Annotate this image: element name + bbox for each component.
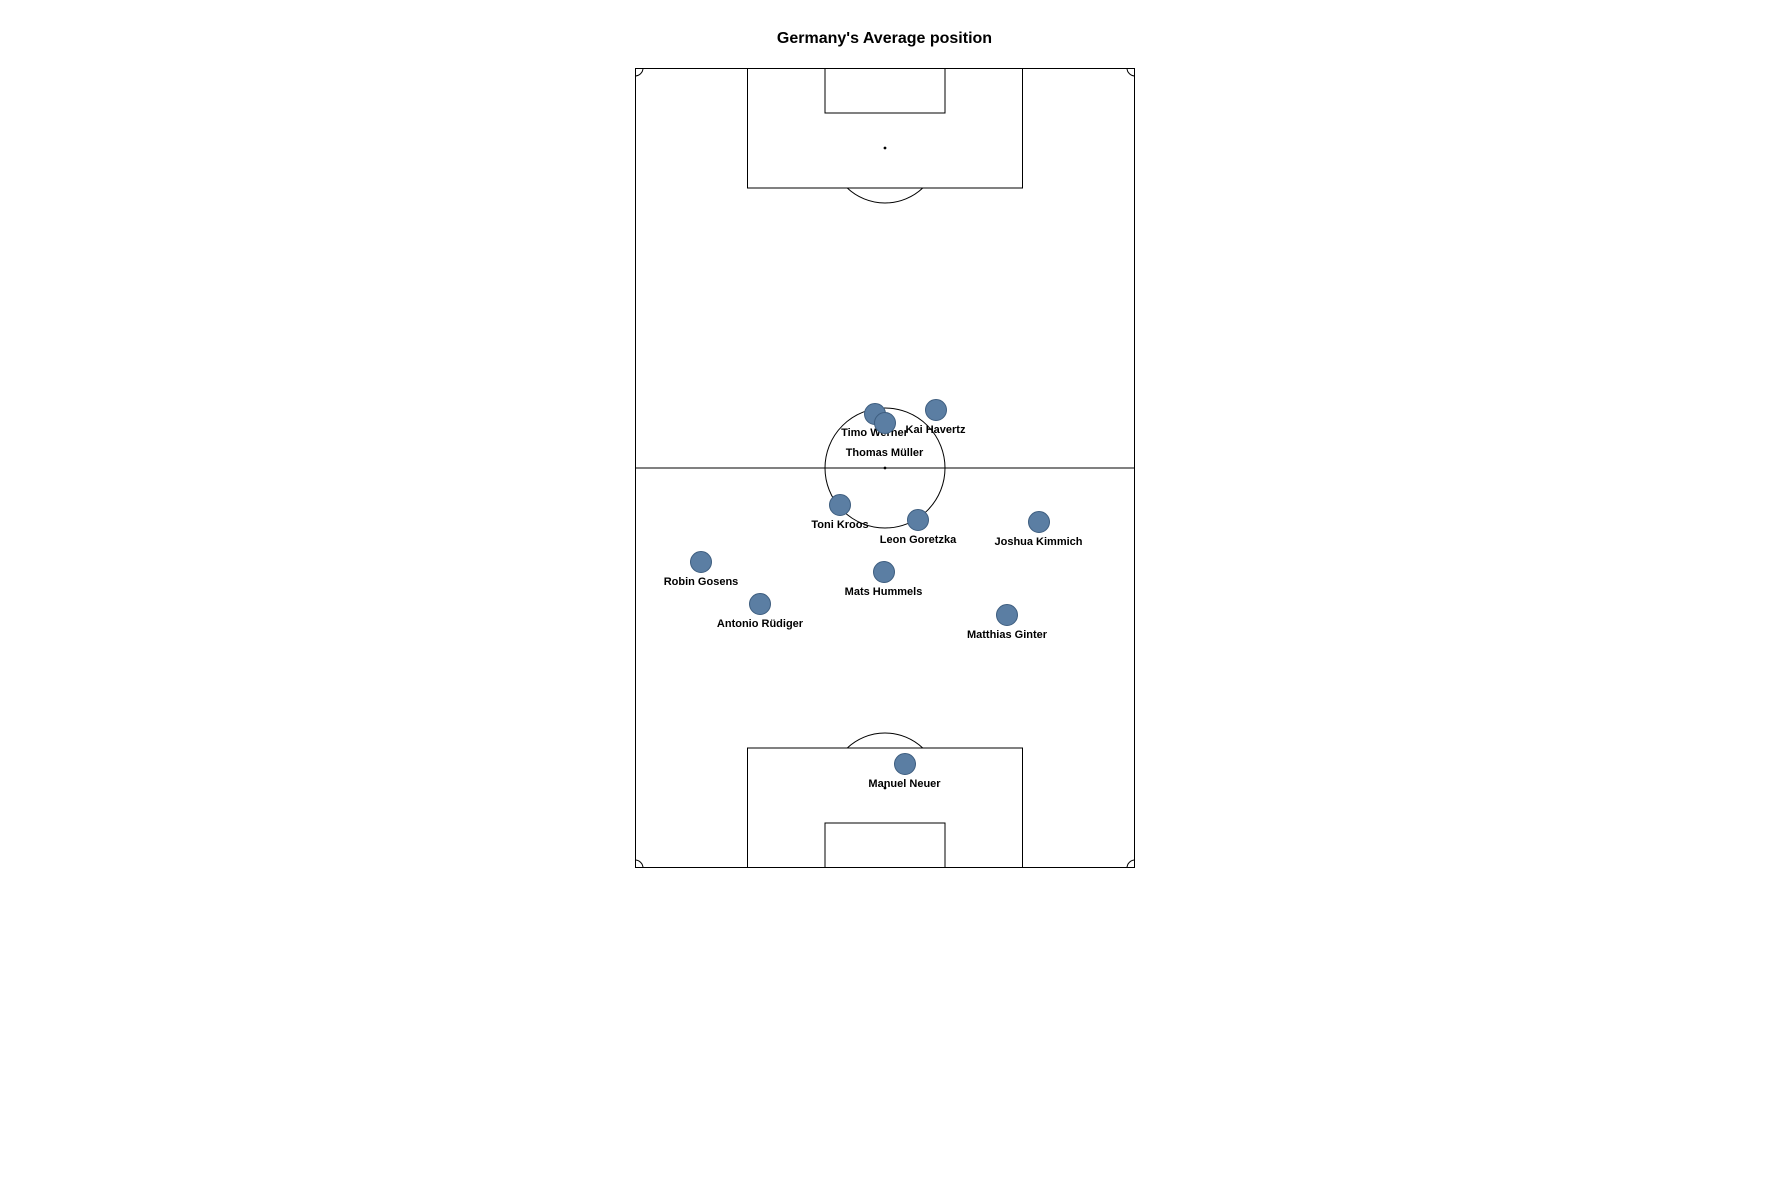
player-label: Robin Gosens: [664, 576, 739, 588]
pitch-container: Manuel Neuer Matthias Ginter Antonio Rüdig…: [635, 68, 1135, 868]
player-dot: [996, 604, 1018, 626]
player-dot: [749, 593, 771, 615]
player-label: Manuel Neuer: [868, 778, 940, 790]
player-label: Kai Havertz: [906, 424, 966, 436]
player-label: Matthias Ginter: [967, 629, 1047, 641]
player-label: Joshua Kimmich: [994, 536, 1082, 548]
player-dot: [894, 753, 916, 775]
player-label: Leon Goretzka: [880, 534, 956, 546]
player-label: Antonio Rüdiger: [717, 618, 803, 630]
player-dot: [1028, 511, 1050, 533]
player-label: Mats Hummels: [845, 586, 923, 598]
player-dot: [690, 551, 712, 573]
player-dot: [925, 399, 947, 421]
pitch-svg: [635, 68, 1135, 868]
player-label: Thomas Müller: [846, 447, 924, 459]
player-dot: [874, 412, 896, 434]
player-label: Toni Kroos: [811, 519, 868, 531]
player-dot: [873, 561, 895, 583]
player-dot: [829, 494, 851, 516]
player-dot: [907, 509, 929, 531]
chart-title: Germany's Average position: [777, 30, 992, 48]
